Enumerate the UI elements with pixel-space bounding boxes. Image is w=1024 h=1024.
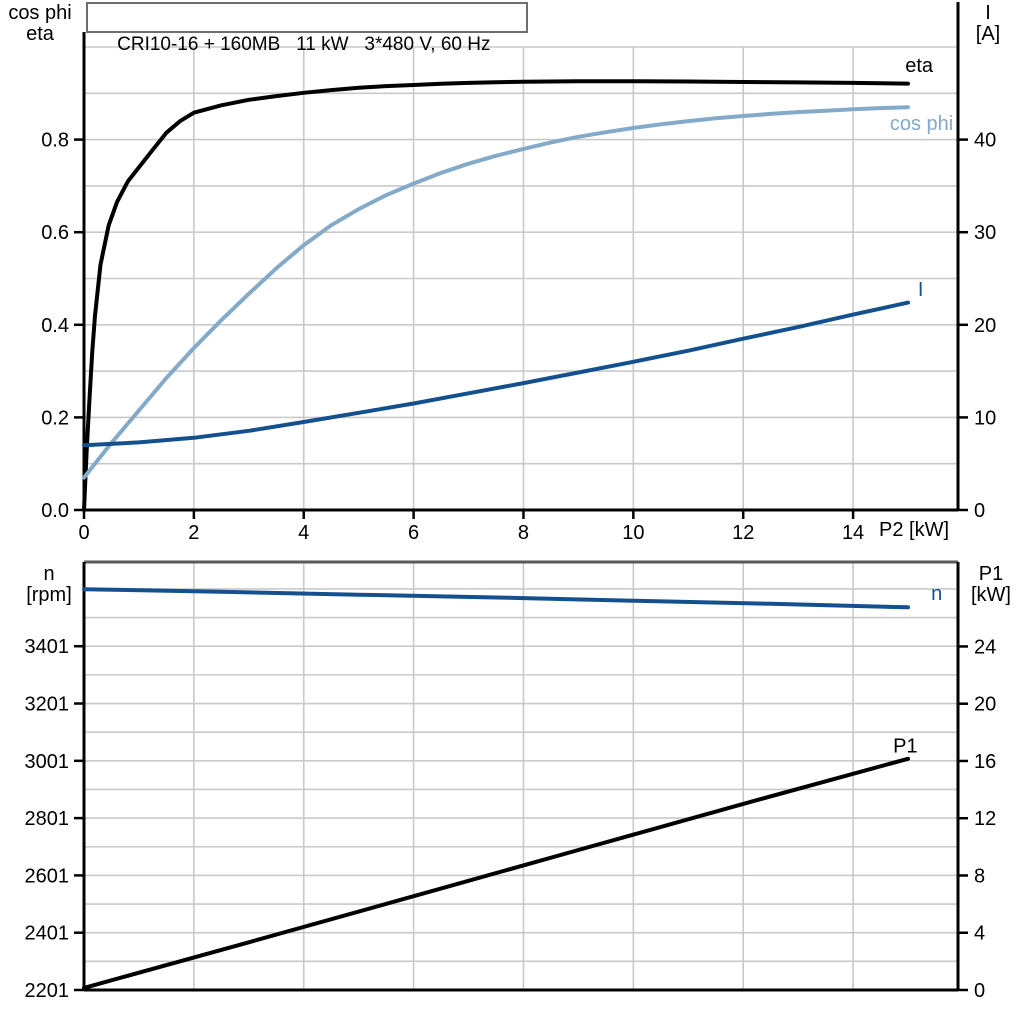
series-input-power-P1-label: P1 bbox=[893, 735, 917, 757]
left-tick-label: 0.2 bbox=[41, 407, 69, 429]
lower-left-axis-title-line2: [rpm] bbox=[26, 584, 72, 606]
left-tick-label: 2801 bbox=[25, 808, 70, 830]
left-tick-label: 0.6 bbox=[41, 222, 69, 244]
lower-left-axis-title: n [rpm] bbox=[18, 564, 80, 606]
x-tick-label: 8 bbox=[518, 522, 529, 544]
left-tick-label: 2401 bbox=[25, 923, 70, 945]
series-current-I-label: I bbox=[918, 279, 924, 301]
left-tick-label: 0.0 bbox=[41, 500, 69, 522]
chart-title-box: CRI10-16 + 160MB 11 kW 3*480 V, 60 Hz bbox=[86, 2, 528, 55]
x-tick-label: 14 bbox=[842, 522, 864, 544]
left-tick-label: 0.4 bbox=[41, 315, 69, 337]
upper-left-axis-title: cos phi eta bbox=[2, 3, 78, 45]
right-tick-label: 20 bbox=[974, 694, 996, 716]
right-axis-title-line2: [A] bbox=[975, 23, 1001, 45]
right-tick-label: 16 bbox=[974, 751, 996, 773]
upper-right-axis-title: I [A] bbox=[960, 3, 1016, 45]
x-tick-label: 0 bbox=[78, 522, 89, 544]
series-cos-phi-curve bbox=[82, 105, 910, 480]
series-input-power-P1-curve bbox=[82, 756, 910, 990]
right-tick-label: 20 bbox=[974, 315, 996, 337]
series-eta-label: eta bbox=[905, 55, 934, 77]
right-tick-label: 40 bbox=[974, 130, 996, 152]
right-tick-label: 10 bbox=[974, 407, 996, 429]
right-tick-label: 24 bbox=[974, 636, 996, 658]
lower-right-axis-title-line2: [kW] bbox=[971, 584, 1011, 606]
x-tick-label: 4 bbox=[298, 522, 309, 544]
lower-left-axis-title-line1: n bbox=[43, 563, 55, 585]
left-axis-title-line2: eta bbox=[26, 23, 54, 45]
series-current-I-curve bbox=[82, 300, 910, 448]
x-tick-label: 6 bbox=[408, 522, 419, 544]
right-tick-label: 4 bbox=[974, 923, 985, 945]
left-tick-label: 2201 bbox=[25, 980, 70, 1002]
series-cos-phi-label: cos phi bbox=[890, 113, 953, 135]
x-tick-label: 10 bbox=[622, 522, 644, 544]
x-tick-label: 12 bbox=[732, 522, 754, 544]
lower-right-axis-title-line1: P1 bbox=[978, 563, 1004, 585]
right-tick-label: 8 bbox=[974, 865, 985, 887]
right-tick-label: 0 bbox=[974, 500, 985, 522]
series-eta-curve bbox=[82, 79, 910, 512]
x-axis-label: P2 [kW] bbox=[879, 519, 950, 541]
chart-title: CRI10-16 + 160MB 11 kW 3*480 V, 60 Hz bbox=[117, 34, 491, 55]
series-speed-n-curve bbox=[82, 587, 910, 610]
right-tick-label: 0 bbox=[974, 980, 985, 1002]
left-tick-label: 3201 bbox=[25, 694, 70, 716]
right-tick-label: 12 bbox=[974, 808, 996, 830]
left-tick-label: 3001 bbox=[25, 751, 70, 773]
lower-right-axis-title: P1 [kW] bbox=[962, 564, 1020, 606]
left-axis-title-line1: cos phi bbox=[8, 2, 72, 24]
right-tick-label: 30 bbox=[974, 222, 996, 244]
series-speed-n-label: n bbox=[931, 583, 942, 605]
left-tick-label: 2601 bbox=[25, 865, 70, 887]
left-tick-label: 0.8 bbox=[41, 130, 69, 152]
x-tick-label: 2 bbox=[188, 522, 199, 544]
right-axis-title-line1: I bbox=[985, 2, 991, 24]
left-tick-label: 3401 bbox=[25, 636, 70, 658]
